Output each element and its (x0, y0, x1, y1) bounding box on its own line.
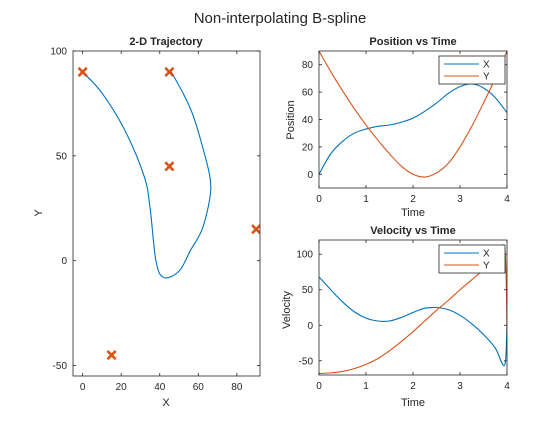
axes-frame-trajectory (72, 50, 261, 377)
trajectory-curve (82, 71, 212, 279)
x-tick-label: 80 (231, 382, 243, 393)
ylabel-2d-trajectory: Y (33, 209, 45, 217)
y-tick-label: 0 (307, 321, 313, 332)
y-tick-label: 40 (302, 115, 314, 126)
xlabel-2d-trajectory: X (162, 397, 170, 409)
y-tick-label: 100 (50, 47, 67, 58)
x-tick-label: 3 (457, 381, 463, 392)
legend-label-y: Y (483, 72, 490, 83)
axes-velocity-vs-time: Velocity vs Time Time Velocity 0 1 2 3 4 -50 0… (281, 225, 510, 409)
y-tick-label: 50 (302, 285, 314, 296)
x-tick-label: 3 (457, 194, 463, 205)
series-line-y (319, 51, 507, 178)
x-tick-label: 4 (504, 381, 510, 392)
x-tick-label: 1 (363, 194, 369, 205)
data-layer-position (319, 51, 507, 178)
x-tick-label: 20 (116, 382, 128, 393)
x-tick-label: 2 (410, 194, 416, 205)
figure-title: Non-interpolating B-spline (194, 10, 367, 27)
y-tick-label: -50 (299, 356, 314, 367)
data-layer-trajectory (77, 66, 260, 361)
x-tick-label: 40 (154, 382, 166, 393)
ylabel-position-vs-time: Position (285, 100, 297, 139)
y-tick-label: -50 (53, 361, 68, 372)
control-point-marker (164, 161, 175, 172)
x-tick-label: 4 (504, 194, 510, 205)
xlabel-position-vs-time: Time (401, 207, 425, 219)
x-tick-label: 1 (363, 381, 369, 392)
legend-position: XY (438, 55, 506, 85)
x-tick-label: 2 (410, 381, 416, 392)
x-tick-label: 0 (80, 382, 86, 393)
legend-box (438, 55, 506, 85)
series-line-x (319, 83, 507, 175)
legend-label-y: Y (483, 261, 490, 272)
ylabel-velocity-vs-time: Velocity (281, 291, 293, 329)
control-point-marker (251, 224, 260, 235)
legend-label-x: X (483, 60, 490, 71)
y-tick-label: 100 (296, 250, 313, 261)
legend-velocity: XY (438, 244, 506, 274)
y-tick-label: 50 (56, 151, 68, 162)
plot-area-trajectory (73, 51, 260, 376)
series-line-x (319, 276, 507, 367)
axes-position-vs-time: Position vs Time Time Position 0 1 2 3 40204… (285, 36, 510, 219)
y-tick-label: 60 (302, 88, 314, 99)
x-tick-label: 60 (193, 382, 205, 393)
axes-2d-trajectory: 2-D Trajectory X Y 0 20 40 60 80 -50 0 50 100 (33, 36, 261, 409)
y-tick-label: 80 (302, 60, 314, 71)
control-point-marker (106, 349, 117, 361)
x-tick-label: 0 (316, 194, 322, 205)
y-tick-label: 20 (302, 142, 314, 153)
axes-title-position-vs-time: Position vs Time (369, 36, 456, 48)
legend-label-x: X (483, 249, 490, 260)
x-tick-label: 0 (316, 381, 322, 392)
xlabel-velocity-vs-time: Time (401, 397, 425, 409)
y-tick-label: 0 (307, 170, 313, 181)
axes-title-velocity-vs-time: Velocity vs Time (370, 225, 455, 237)
control-point-marker (164, 66, 175, 78)
axes-title-2d-trajectory: 2-D Trajectory (129, 36, 203, 48)
legend-box (438, 244, 506, 274)
y-tick-label: 0 (61, 256, 67, 267)
control-point-marker (77, 66, 88, 78)
